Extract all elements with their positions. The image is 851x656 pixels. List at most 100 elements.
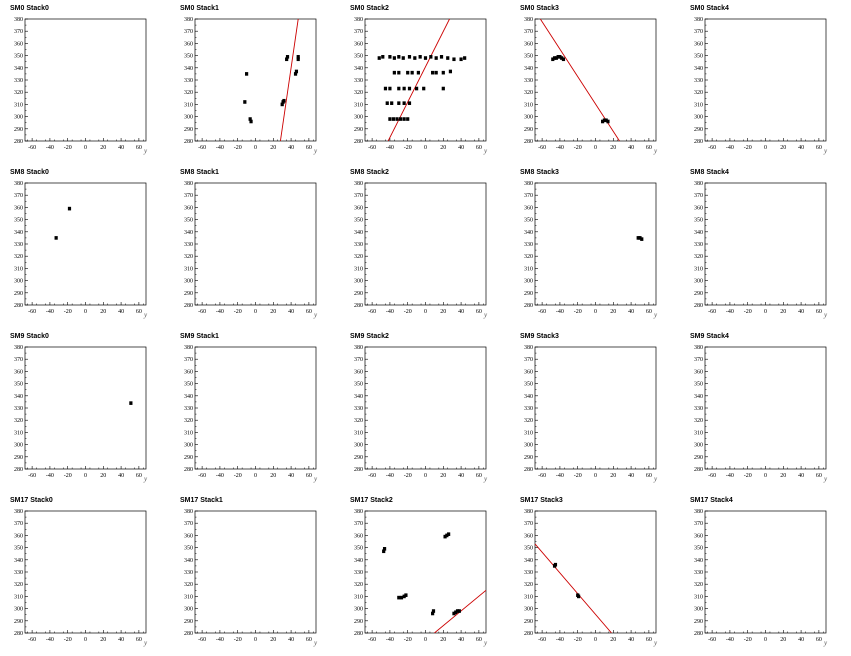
hit-point [280, 102, 284, 107]
x-axis-label: y [823, 147, 828, 155]
y-tick-label: 280 [14, 303, 23, 309]
x-tick-label: -20 [744, 473, 752, 479]
hit-point [431, 70, 435, 75]
y-tick-label: 330 [354, 242, 363, 248]
plot-frame [534, 346, 657, 470]
plot-frame [704, 18, 827, 142]
y-tick-label: 330 [184, 570, 193, 576]
y-tick-label: 380 [694, 509, 703, 515]
x-tick-label: 60 [136, 309, 142, 315]
x-tick-label: 40 [118, 473, 124, 479]
x-tick-label: 20 [440, 637, 446, 643]
x-tick-label: -20 [64, 145, 72, 151]
hit-point [638, 236, 642, 240]
x-tick-label: 60 [476, 145, 482, 151]
chart-panel: SM0 Stack1 280 290 300 310 320 330 340 350 360 370… [180, 5, 318, 155]
x-tick-label: 40 [458, 309, 464, 315]
x-tick-label: 60 [816, 309, 822, 315]
hit-point [294, 69, 299, 74]
x-tick-label: 40 [798, 473, 804, 479]
y-tick-label: 360 [184, 41, 193, 47]
y-tick-label: 320 [184, 90, 193, 96]
hit-point [401, 56, 405, 60]
y-tick-label: 280 [694, 467, 703, 473]
y-tick-label: 280 [354, 631, 363, 637]
x-tick-label: -40 [386, 473, 394, 479]
x-tick-label: 40 [458, 145, 464, 151]
y-tick-label: 370 [14, 29, 23, 35]
y-tick-label: 330 [184, 242, 193, 248]
y-tick-label: 310 [354, 102, 363, 108]
hit-point [439, 55, 444, 59]
x-tick-label: 0 [84, 473, 87, 479]
x-axis-label: y [823, 475, 828, 483]
y-tick-label: 380 [354, 509, 363, 515]
panel-title: SM0 Stack1 [180, 5, 219, 12]
hit-point [398, 117, 403, 121]
x-tick-label: -40 [46, 145, 54, 151]
hit-point [385, 101, 389, 105]
y-tick-label: 340 [354, 230, 363, 236]
y-tick-label: 320 [354, 582, 363, 588]
y-tick-label: 300 [524, 607, 533, 613]
x-tick-label: 40 [118, 145, 124, 151]
x-tick-label: 60 [136, 473, 142, 479]
hit-point [285, 57, 289, 62]
x-tick-label: 20 [270, 309, 276, 315]
y-tick-label: 310 [694, 594, 703, 600]
y-tick-label: 350 [354, 218, 363, 224]
x-tick-label: 20 [100, 473, 106, 479]
y-tick-label: 310 [354, 266, 363, 272]
chart-panel: SM0 Stack3 280 290 300 310 320 330 340 350 360 370… [520, 5, 658, 155]
x-tick-label: -40 [386, 637, 394, 643]
y-tick-label: 280 [184, 303, 193, 309]
chart-panel: SM17 Stack4 280 290 300 310 320 330 340 350 360 37… [690, 497, 828, 647]
hit-point [602, 118, 606, 123]
x-axis-label: y [313, 311, 318, 319]
plot-frame [24, 510, 147, 634]
hit-point [282, 98, 286, 103]
y-tick-label: 370 [184, 193, 193, 199]
y-tick-label: 380 [694, 181, 703, 187]
y-tick-label: 360 [524, 533, 533, 539]
y-tick-label: 350 [524, 218, 533, 224]
y-tick-label: 300 [524, 443, 533, 449]
y-tick-label: 330 [14, 406, 23, 412]
hit-point [388, 86, 392, 91]
chart-panel: SM17 Stack2 280 290 300 310 320 330 340 350 360 37… [350, 497, 488, 647]
panel-title: SM8 Stack4 [690, 169, 729, 176]
y-tick-label: 360 [354, 533, 363, 539]
y-tick-label: 370 [184, 521, 193, 527]
x-tick-label: 60 [306, 473, 312, 479]
y-tick-label: 380 [14, 17, 23, 23]
x-tick-label: 60 [476, 637, 482, 643]
y-tick-label: 370 [184, 29, 193, 35]
y-tick-label: 330 [694, 406, 703, 412]
x-tick-label: -60 [708, 473, 716, 479]
hit-point [407, 55, 412, 59]
x-tick-label: -40 [386, 309, 394, 315]
x-tick-label: 60 [306, 637, 312, 643]
y-tick-label: 360 [354, 369, 363, 375]
x-tick-label: -20 [64, 473, 72, 479]
hit-point [392, 70, 396, 75]
y-tick-label: 300 [14, 115, 23, 121]
y-tick-label: 360 [184, 205, 193, 211]
y-tick-label: 370 [354, 29, 363, 35]
x-tick-label: -60 [28, 473, 36, 479]
x-tick-label: -60 [368, 473, 376, 479]
x-tick-label: 20 [100, 637, 106, 643]
x-tick-label: 0 [424, 309, 427, 315]
x-tick-label: -60 [28, 145, 36, 151]
x-tick-label: 60 [646, 145, 652, 151]
y-tick-label: 320 [694, 90, 703, 96]
hit-point [553, 562, 558, 567]
x-tick-label: -60 [538, 309, 546, 315]
x-tick-label: 20 [610, 473, 616, 479]
x-tick-label: 0 [764, 145, 767, 151]
hit-point [446, 56, 450, 60]
y-tick-label: 370 [14, 357, 23, 363]
y-tick-label: 340 [524, 394, 533, 400]
hit-point [434, 70, 438, 75]
y-tick-label: 310 [184, 102, 193, 108]
